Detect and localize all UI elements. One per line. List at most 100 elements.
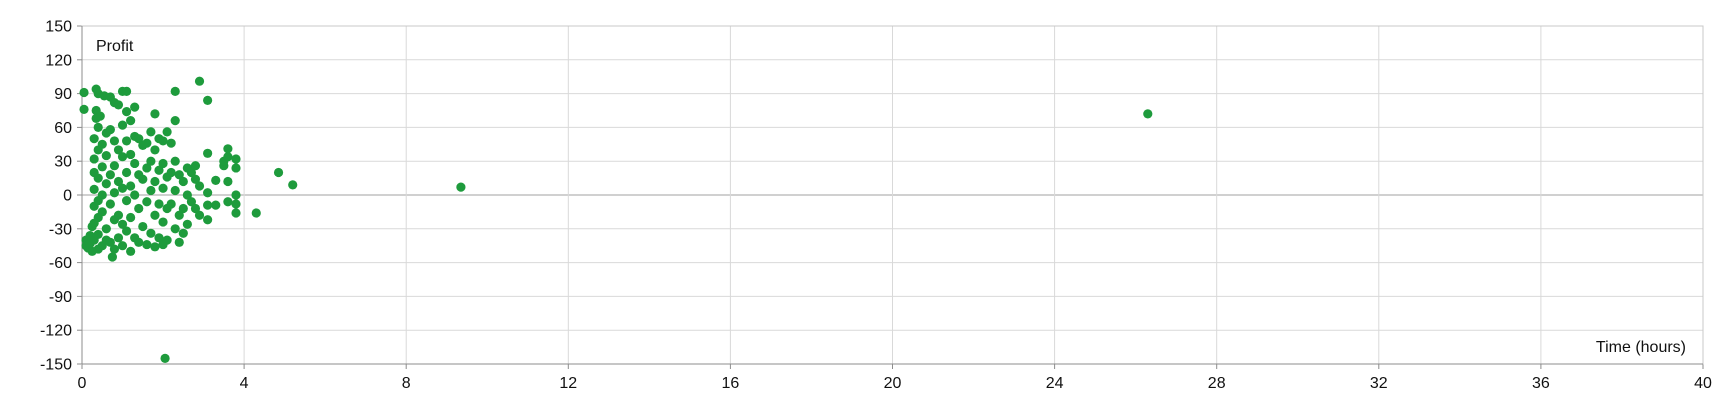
y-tick-label: -150 xyxy=(40,357,72,374)
data-point xyxy=(223,176,233,187)
data-point xyxy=(95,111,105,121)
x-tick-label: 40 xyxy=(1694,375,1712,392)
data-point xyxy=(126,149,136,160)
data-point xyxy=(150,109,160,119)
data-point xyxy=(113,210,124,220)
data-point xyxy=(101,150,111,161)
x-tick-label: 0 xyxy=(78,375,87,392)
data-point xyxy=(162,127,172,137)
data-point xyxy=(190,203,201,214)
data-point xyxy=(170,156,180,166)
data-point xyxy=(97,139,107,149)
y-axis-title: Profit xyxy=(96,38,134,55)
data-point xyxy=(150,145,160,155)
data-point xyxy=(186,167,197,178)
data-point xyxy=(174,210,184,220)
data-point xyxy=(121,196,132,206)
y-tick-label: 90 xyxy=(54,86,72,103)
data-point xyxy=(231,154,241,164)
data-point xyxy=(101,179,111,189)
y-tick-label: -60 xyxy=(49,255,72,272)
data-point xyxy=(158,158,168,169)
x-tick-label: 8 xyxy=(402,375,411,392)
y-tick-label: 30 xyxy=(54,154,72,171)
data-point xyxy=(166,199,176,209)
data-point xyxy=(146,185,156,196)
data-point xyxy=(89,184,99,194)
data-point xyxy=(160,353,170,363)
data-point xyxy=(154,233,164,243)
data-point xyxy=(117,120,128,130)
data-point xyxy=(203,200,213,210)
data-point xyxy=(138,174,148,184)
data-point xyxy=(231,163,241,173)
data-point xyxy=(231,190,241,200)
data-point xyxy=(203,215,213,225)
x-axis-title: Time (hours) xyxy=(1596,339,1686,356)
data-point xyxy=(107,252,117,262)
data-point xyxy=(158,136,168,146)
data-point xyxy=(109,188,120,198)
data-point xyxy=(105,170,115,180)
x-tick-label: 16 xyxy=(722,375,740,392)
data-point xyxy=(251,208,261,218)
data-point xyxy=(1143,109,1153,119)
data-point xyxy=(113,233,124,243)
data-point xyxy=(190,174,201,184)
data-point xyxy=(146,228,156,238)
data-point xyxy=(223,144,233,154)
y-tick-label: -120 xyxy=(40,323,72,340)
data-point xyxy=(154,165,164,175)
data-point xyxy=(109,161,120,171)
data-point xyxy=(97,190,107,200)
data-point xyxy=(113,145,124,155)
y-tick-label: -90 xyxy=(49,289,72,306)
data-point xyxy=(109,244,120,254)
data-point xyxy=(223,197,233,207)
data-point xyxy=(182,190,192,200)
data-point xyxy=(142,239,152,250)
data-point xyxy=(162,235,172,245)
data-point xyxy=(134,237,144,247)
y-tick-label: 150 xyxy=(45,19,72,36)
data-point xyxy=(186,197,197,207)
data-point xyxy=(223,152,233,162)
data-point xyxy=(211,175,221,185)
data-point xyxy=(174,170,184,180)
data-point xyxy=(158,183,168,193)
data-point xyxy=(117,219,128,229)
data-point xyxy=(211,200,221,210)
data-point xyxy=(182,219,192,229)
data-point xyxy=(170,185,180,196)
gridlines xyxy=(77,25,1704,369)
data-point xyxy=(134,134,144,144)
x-tick-label: 32 xyxy=(1370,375,1388,392)
data-point xyxy=(79,104,89,114)
data-point xyxy=(142,138,152,148)
data-point xyxy=(79,87,89,98)
data-point xyxy=(117,183,128,193)
data-point xyxy=(121,167,132,178)
data-point xyxy=(146,156,156,166)
data-point xyxy=(126,246,136,256)
data-point xyxy=(273,167,284,178)
data-point xyxy=(194,210,205,220)
data-point xyxy=(178,228,188,238)
x-tick-label: 36 xyxy=(1532,375,1550,392)
data-point xyxy=(150,176,160,187)
data-point xyxy=(121,107,132,117)
y-tick-label: 60 xyxy=(54,120,72,137)
x-tick-label: 28 xyxy=(1208,375,1226,392)
data-point xyxy=(117,241,128,251)
data-point xyxy=(97,207,107,217)
data-point xyxy=(121,86,132,96)
y-tick-label: 0 xyxy=(63,188,72,205)
data-point xyxy=(126,212,136,223)
data-point xyxy=(170,224,180,234)
data-point xyxy=(89,154,99,164)
data-point xyxy=(105,125,115,135)
data-point xyxy=(166,167,176,178)
data-points xyxy=(79,76,1153,363)
